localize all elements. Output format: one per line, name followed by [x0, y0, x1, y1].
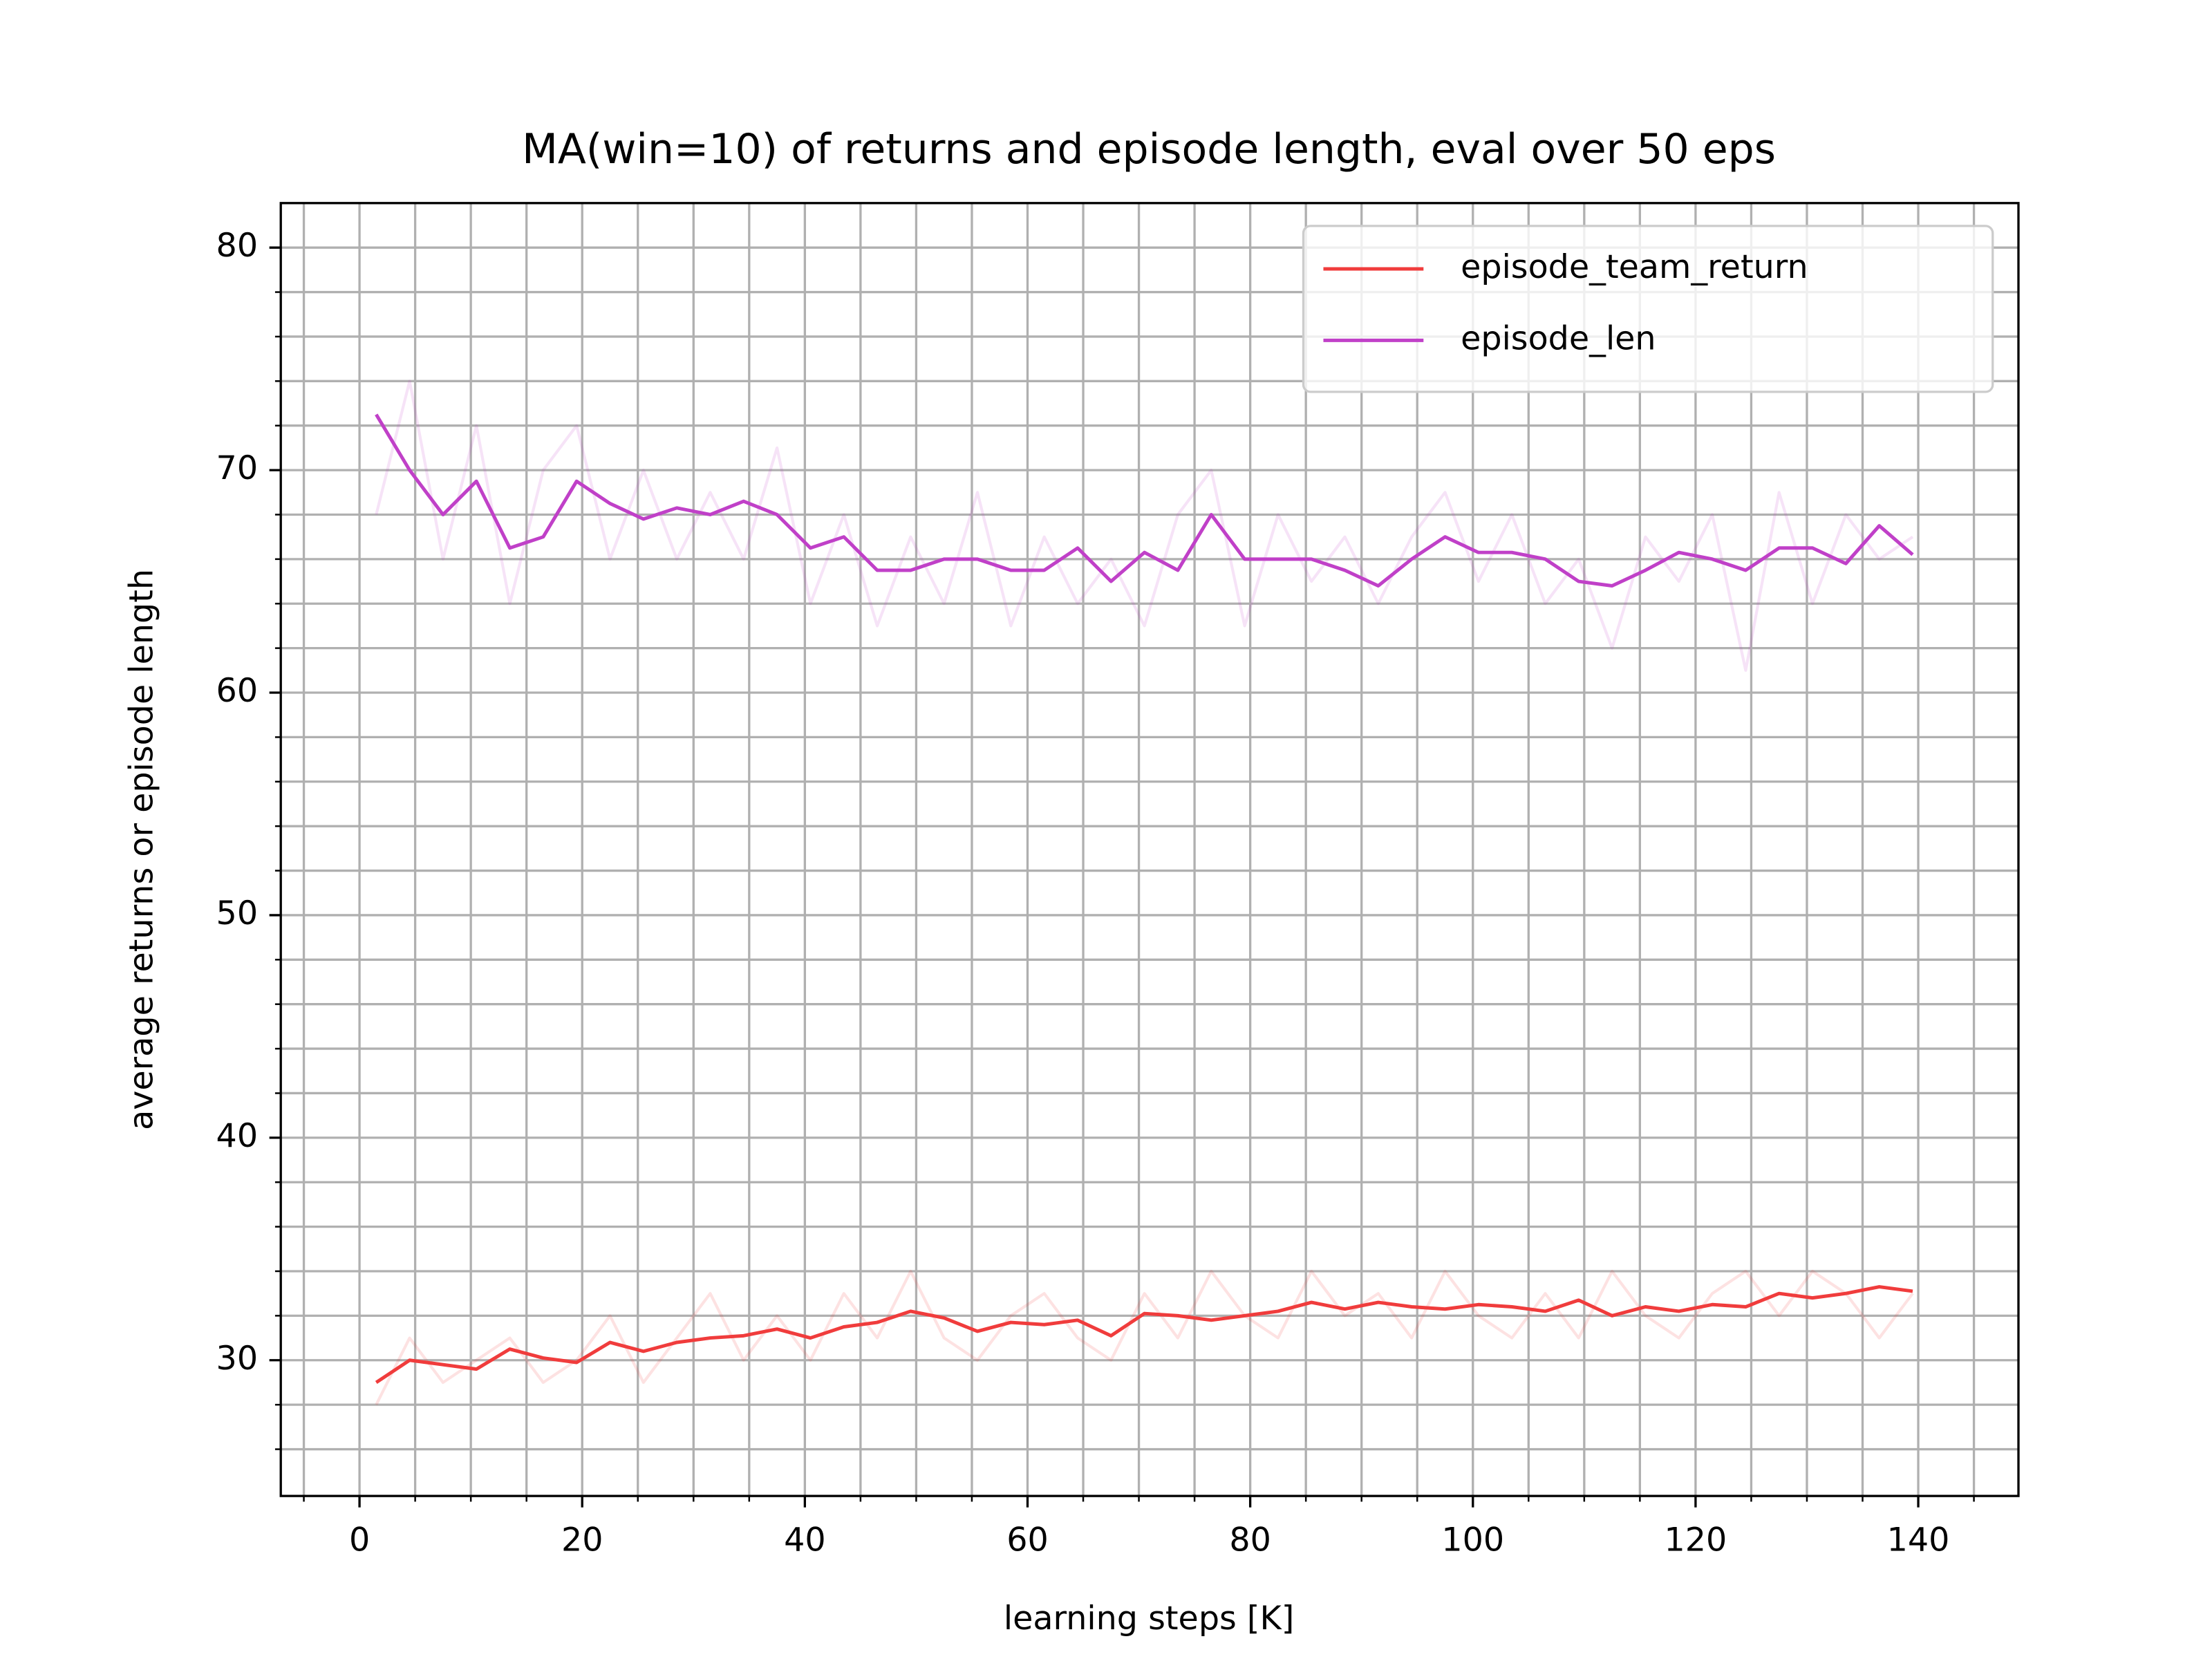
- x-tick-label: 120: [1664, 1521, 1727, 1559]
- y-tick-label: 80: [216, 227, 259, 265]
- x-tick-label: 100: [1441, 1521, 1504, 1559]
- series-line: [375, 1285, 1913, 1385]
- x-tick-label: 60: [1006, 1521, 1049, 1559]
- chart-title: MA(win=10) of returns and episode length…: [522, 125, 1776, 174]
- plot-frame: [279, 202, 2020, 1497]
- y-tick-label: 40: [216, 1117, 259, 1155]
- y-axis-label: average returns or episode length: [123, 569, 161, 1130]
- x-axis-label: learning steps [K]: [1004, 1600, 1294, 1638]
- y-tick-label: 70: [216, 449, 259, 487]
- y-tick-label: 60: [216, 672, 259, 710]
- legend-box: [1302, 225, 1994, 393]
- x-tick-label: 140: [1887, 1521, 1950, 1559]
- raw-line: [375, 1269, 1914, 1406]
- x-tick-label: 20: [561, 1521, 603, 1559]
- legend: episode_team_return episode_len: [1302, 225, 1994, 393]
- legend-label: episode_len: [1461, 319, 1656, 357]
- legend-label: episode_team_return: [1461, 248, 1808, 286]
- x-tick-label: 80: [1229, 1521, 1271, 1559]
- series-line: [375, 413, 1914, 588]
- x-tick-label: 40: [784, 1521, 826, 1559]
- raw-line: [375, 379, 1914, 672]
- y-tick-label: 50: [216, 894, 259, 932]
- x-tick-label: 0: [349, 1521, 370, 1559]
- y-tick-label: 30: [216, 1340, 259, 1378]
